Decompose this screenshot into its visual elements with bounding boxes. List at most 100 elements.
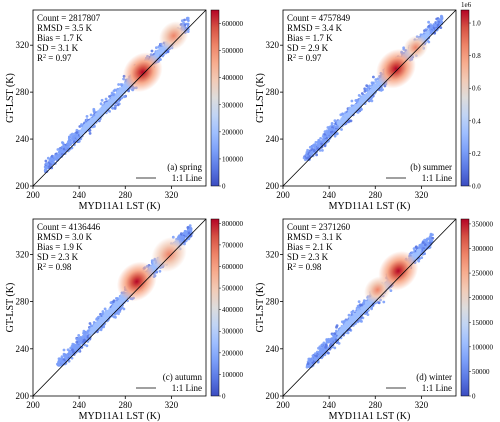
scatter-point [150, 49, 154, 53]
scatter-point [110, 91, 114, 95]
stat-r2-prefix: R [287, 53, 293, 63]
scatter-point-dense [342, 117, 346, 121]
x-tick-label: 240 [322, 190, 336, 200]
scatter-point-dense [344, 113, 349, 117]
scatter-point [187, 231, 191, 235]
density-peak [122, 52, 163, 93]
scatter-point [99, 327, 103, 331]
colorbar-tick-label: 0.8 [472, 52, 481, 60]
colorbar-tick-label: 600000 [222, 20, 244, 28]
scatter-point-dense [155, 52, 159, 57]
density-cloud [43, 16, 190, 174]
scatter-point [325, 131, 329, 135]
scatter-point-dense [82, 124, 87, 128]
colorbar-tick-label: 0 [222, 393, 226, 401]
scatter-point [104, 97, 108, 101]
x-tick-label: 320 [165, 400, 179, 410]
scatter-point [75, 133, 79, 137]
stat-r2-exponent: 2 [293, 54, 296, 60]
scatter-point-dense [340, 117, 344, 121]
scatter-point [88, 132, 92, 135]
scatter-point-dense [426, 33, 430, 37]
scatter-point [61, 360, 65, 363]
scatter-point [187, 229, 191, 232]
scatter-point-dense [116, 91, 120, 95]
scatter-point [117, 83, 120, 86]
scatter-point-dense [347, 111, 351, 115]
scatter-point [350, 99, 354, 103]
scatter-point [412, 247, 416, 251]
scatter-point [75, 128, 79, 132]
scatter-point [116, 103, 120, 107]
scatter-point [341, 112, 344, 116]
scatter-point [440, 14, 443, 18]
colorbar-tick-label: 200000 [222, 349, 244, 357]
scatter-point-dense [106, 309, 111, 314]
scatter-point [93, 125, 96, 128]
scatter-point [45, 162, 48, 166]
scatter-point [319, 137, 322, 140]
scatter-point-dense [373, 84, 377, 88]
stat-bias: Bias = 1.9 K [37, 242, 83, 252]
colorbar-tick-label: 200000 [222, 128, 244, 136]
y-tick-label: 320 [16, 249, 30, 259]
identity-line [282, 9, 457, 187]
scatter-point [312, 149, 316, 153]
scatter-point-dense [371, 87, 375, 91]
scatter-point [314, 141, 318, 144]
scatter-point-dense [100, 110, 104, 114]
scatter-point [67, 145, 70, 149]
scatter-point [308, 360, 311, 363]
scatter-point [52, 158, 56, 162]
x-axis-label: MYD11A1 LST (K) [329, 201, 411, 212]
scatter-point-dense [106, 313, 110, 317]
scatter-point [87, 329, 91, 332]
scatter-point [357, 94, 361, 97]
scatter-point [428, 27, 432, 31]
scatter-point [417, 259, 421, 263]
y-tick-label: 280 [16, 87, 30, 97]
scatter-point [368, 84, 371, 88]
colorbar-tick-label: 400000 [222, 74, 244, 82]
scatter-point [335, 125, 339, 129]
scatter-point-dense [123, 87, 127, 91]
scatter-point [66, 354, 69, 357]
scatter-point [69, 133, 73, 137]
y-tick-label: 280 [266, 87, 280, 97]
scatter-point [113, 107, 117, 110]
scatter-point [62, 150, 66, 154]
y-tick-label: 320 [266, 40, 280, 50]
colorbar-tick-label: 400000 [222, 306, 244, 314]
scatter-point-dense [88, 331, 92, 335]
scatter-point [332, 128, 336, 132]
y-tick-label: 200 [16, 181, 30, 191]
scatter-point [69, 346, 73, 350]
scatter-point [60, 150, 64, 154]
stat-count: Count = 2817807 [37, 13, 101, 23]
scatter-point [56, 148, 60, 151]
scatter-point [317, 346, 320, 350]
scatter-point [333, 134, 337, 138]
scatter-point [112, 300, 115, 303]
stat-count: Count = 4136446 [37, 222, 101, 232]
scatter-point-dense [157, 50, 161, 54]
scatter-point [323, 144, 327, 148]
scatter-point-dense [106, 103, 110, 107]
y-tick-label: 240 [16, 134, 30, 144]
stat-r2: R2 = 0.97 [37, 53, 72, 63]
scatter-point [45, 166, 49, 169]
scatter-point [366, 313, 370, 316]
scatter-point [330, 130, 333, 134]
plot-frame [32, 9, 207, 187]
scatter-point [179, 235, 183, 239]
stat-r2-exponent: 2 [43, 263, 46, 269]
scatter-point [75, 337, 79, 341]
stat-sd: SD = 2.3 K [37, 252, 79, 262]
scatter-point-dense [100, 320, 104, 324]
scatter-point [89, 113, 93, 117]
scatter-point [433, 24, 437, 28]
scatter-point [427, 24, 431, 28]
x-tick-label: 280 [119, 400, 133, 410]
